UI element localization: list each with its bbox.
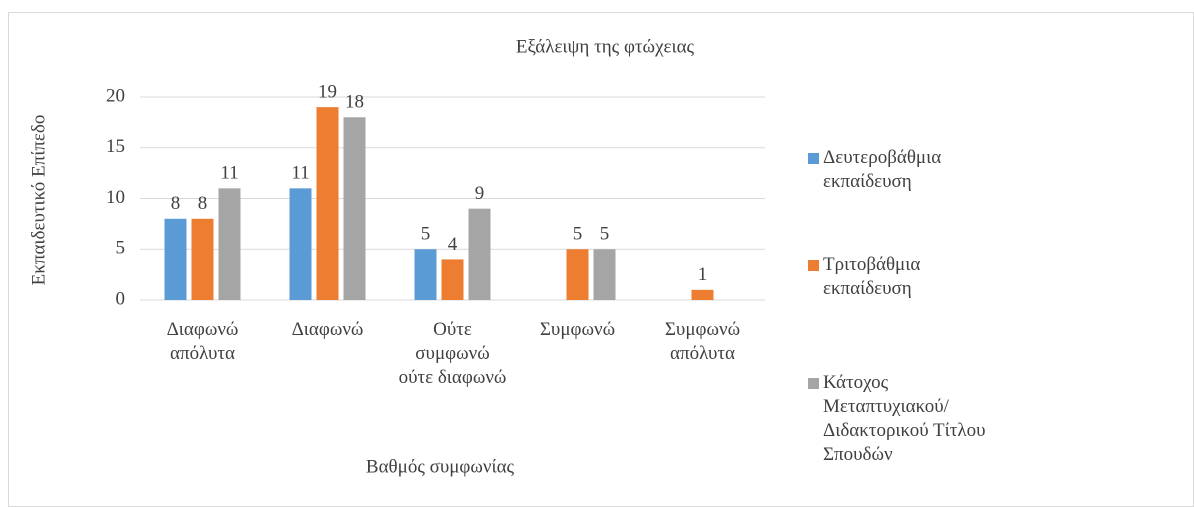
data-label: 8 [171,193,181,214]
bar [218,188,241,300]
data-label: 9 [475,183,485,204]
x-tick-label: Ούτε συμφωνώ ούτε διαφωνώ [398,319,507,388]
legend-label: Κάτοχος Μεταπτυχιακού/Διδακτορικού Τίτλο… [823,372,986,465]
data-label: 5 [421,224,431,245]
bar [191,218,214,300]
legend-label: Δευτεροβάθμια εκπαίδευση [823,147,942,192]
legend-swatch [808,378,819,389]
bar [316,107,339,301]
legend-item: Δευτεροβάθμια εκπαίδευση [808,146,1003,194]
legend-label: Τριτοβάθμια εκπαίδευση [823,254,921,299]
bar [468,208,491,300]
bar [164,218,187,300]
x-tick-label: Διαφωνώ [291,319,364,340]
bar [441,259,464,300]
data-label: 11 [291,163,309,184]
x-tick-label: Διαφωνώ απόλυτα [166,319,239,364]
bar [343,117,366,300]
data-label: 1 [698,264,708,285]
data-label: 5 [573,224,583,245]
data-label: 4 [448,234,458,255]
y-tick-label: 5 [116,238,126,259]
legend-item: Τριτοβάθμια εκπαίδευση [808,253,1003,301]
bar [593,249,616,300]
y-tick-label: 20 [106,85,125,106]
x-tick-label: Συμφωνώ [539,319,616,340]
x-axis-label: Βαθμός συμφωνίας [366,456,515,477]
data-label: 8 [198,193,208,214]
x-tick-label: Συμφωνώ απόλυτα [664,319,741,364]
chart-title: Εξάλειψη της φτώχειας [516,36,695,57]
bar [289,188,312,300]
bar [691,289,714,300]
y-tick-label: 15 [106,136,125,157]
legend-swatch [808,260,819,271]
y-tick-label: 0 [116,288,126,309]
data-label: 11 [220,163,238,184]
bar [414,249,437,300]
data-label: 5 [600,224,610,245]
legend-swatch [808,153,819,164]
data-label: 18 [345,92,364,113]
y-axis-label: Εκπαιδευτικό Επίπεδο [28,115,49,286]
y-tick-label: 10 [106,187,125,208]
bar [566,249,589,300]
data-label: 19 [318,82,337,103]
legend-item: Κάτοχος Μεταπτυχιακού/Διδακτορικού Τίτλο… [808,371,1003,467]
